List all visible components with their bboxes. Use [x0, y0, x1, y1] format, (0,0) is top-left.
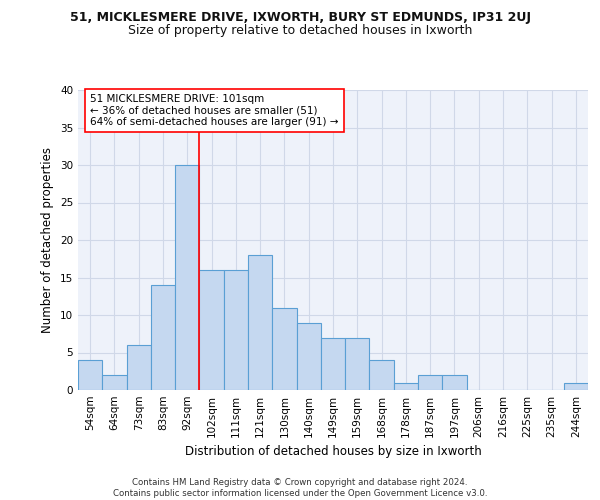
Bar — [78, 360, 102, 390]
Bar — [151, 285, 175, 390]
Text: Contains HM Land Registry data © Crown copyright and database right 2024.
Contai: Contains HM Land Registry data © Crown c… — [113, 478, 487, 498]
Bar — [127, 345, 151, 390]
Bar — [394, 382, 418, 390]
Bar — [102, 375, 127, 390]
Text: 51 MICKLESMERE DRIVE: 101sqm
← 36% of detached houses are smaller (51)
64% of se: 51 MICKLESMERE DRIVE: 101sqm ← 36% of de… — [90, 94, 338, 127]
Bar — [224, 270, 248, 390]
Bar — [272, 308, 296, 390]
Bar — [199, 270, 224, 390]
Bar — [175, 165, 199, 390]
Text: 51, MICKLESMERE DRIVE, IXWORTH, BURY ST EDMUNDS, IP31 2UJ: 51, MICKLESMERE DRIVE, IXWORTH, BURY ST … — [70, 11, 530, 24]
Bar — [370, 360, 394, 390]
Bar — [418, 375, 442, 390]
Bar — [345, 338, 370, 390]
Bar — [248, 255, 272, 390]
Bar — [321, 338, 345, 390]
Bar — [564, 382, 588, 390]
Text: Size of property relative to detached houses in Ixworth: Size of property relative to detached ho… — [128, 24, 472, 37]
Bar — [442, 375, 467, 390]
Bar — [296, 322, 321, 390]
X-axis label: Distribution of detached houses by size in Ixworth: Distribution of detached houses by size … — [185, 446, 481, 458]
Y-axis label: Number of detached properties: Number of detached properties — [41, 147, 55, 333]
